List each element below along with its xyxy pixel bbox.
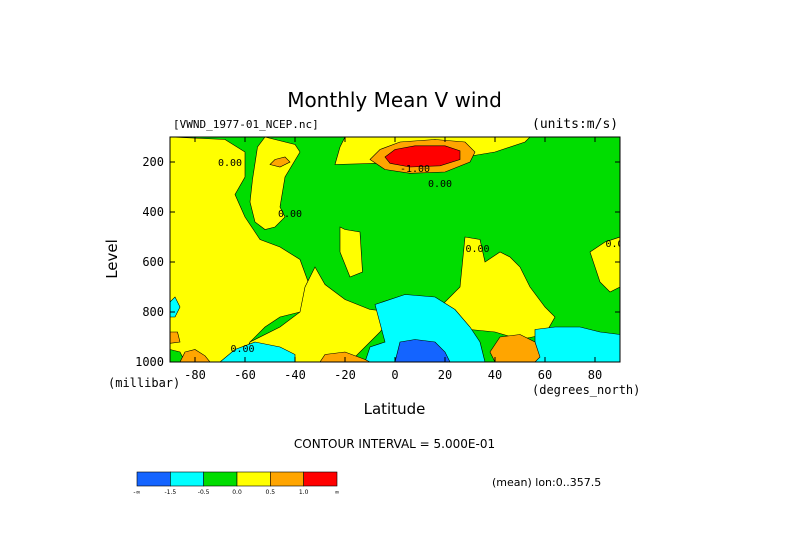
contour-region-9 [219,341,296,362]
contour-interval-label: CONTOUR INTERVAL = 5.000E-01 [293,437,496,451]
x-tick-label: 40 [488,368,502,382]
units-label: (units:m/s) [532,117,619,132]
contour-region-10 [534,326,620,362]
contour-region-18 [170,331,181,344]
x-tick-label: 60 [538,368,552,382]
x-tick-label: -20 [334,368,356,382]
x-tick-label: 20 [438,368,452,382]
x-tick-label: -60 [234,368,256,382]
colorbar-swatch [236,471,271,487]
colorbar-swatch [170,471,204,487]
contour-labels: 0.00 0.00 -1.00 0.00 0.00 0.00 0.00 [218,158,629,355]
x-tick-label: 80 [588,368,602,382]
y-tick-label: 600 [142,255,164,269]
colorbar-swatch [136,471,171,487]
x-tick-label: -40 [284,368,306,382]
filled-contours [170,137,620,362]
y-tick-label: 200 [142,155,164,169]
colorbar-label: ∞ [335,489,340,496]
chart-title: Monthly Mean V wind [287,88,502,112]
colorbar-label: -1.5 [164,489,176,496]
y-tick-label: 1000 [135,355,164,369]
contour-label: 0.00 [230,344,254,355]
x-tick-label: 0 [391,368,398,382]
mean-longitude-label: (mean) lon:0..357.5 [492,476,602,489]
y-tick-label: 800 [142,305,164,319]
contour-region-8 [364,294,486,362]
contour-region-14 [269,156,291,168]
y-axis: 200 400 600 800 1000 [135,155,620,369]
contour-region-17 [179,349,211,362]
y-tick-label: 400 [142,205,164,219]
colorbar-label: 0.5 [266,489,276,496]
colorbar-swatch [203,471,238,487]
contour-label: 0.00 [278,209,302,220]
colorbar-swatch [303,471,338,487]
contour-label: 0.00 [428,179,452,190]
x-axis: -80 -60 -40 -20 0 20 40 60 80 [184,137,602,382]
colorbar-label: 1.0 [299,489,309,496]
colorbar-legend: -∞ -1.5 -0.5 0.0 0.5 1.0 ∞ [133,471,340,496]
contour-region-19 [384,145,461,168]
contour-region-12 [394,339,451,362]
colorbar-swatch [270,471,304,487]
contour-label: 0.00 [605,239,629,250]
x-tick-label: -80 [184,368,206,382]
y-axis-unit: (millibar) [108,376,181,390]
colorbar-label: -0.5 [198,489,210,496]
contour-region-4 [339,226,363,278]
contour-region-7 [589,236,620,293]
colorbar-label: 0.0 [232,489,242,496]
contour-label: 0.00 [218,158,242,169]
contour-region-15 [489,334,541,362]
contour-label: 0.00 [465,244,489,255]
x-axis-label: Latitude [363,400,426,418]
dataset-label: [VWND_1977-01_NCEP.nc] [173,118,319,131]
contour-label: -1.00 [400,164,430,175]
colorbar-label: -∞ [133,489,140,496]
x-axis-unit: (degrees_north) [532,383,641,397]
